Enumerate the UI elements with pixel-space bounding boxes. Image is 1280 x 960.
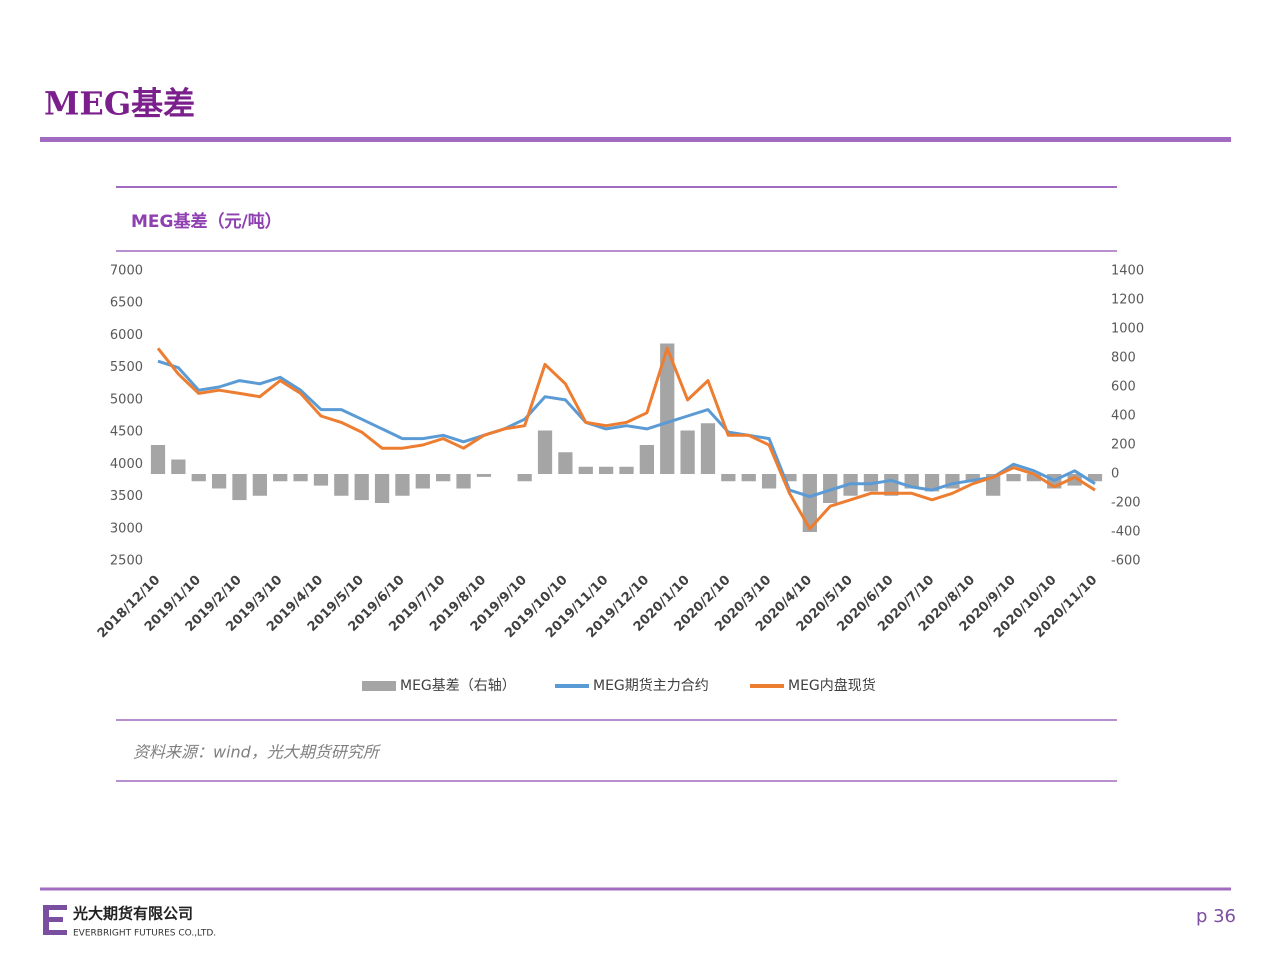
bar — [517, 474, 532, 482]
bar — [232, 474, 247, 501]
y2-tick-label: 1000 — [1111, 322, 1144, 337]
bar — [1087, 474, 1103, 482]
y-tick-label: 3000 — [110, 521, 143, 536]
y2-tick-label: 600 — [1111, 380, 1136, 395]
bar — [273, 474, 288, 482]
y2-tick-label: 400 — [1111, 409, 1136, 424]
bar — [578, 466, 593, 474]
bar — [660, 343, 675, 474]
bar — [313, 474, 329, 486]
bar — [171, 459, 186, 474]
bar — [823, 474, 838, 503]
y-tick-label: 2500 — [110, 554, 143, 569]
logo — [43, 905, 67, 935]
bar — [293, 474, 308, 482]
bar — [191, 474, 206, 482]
bar — [354, 474, 369, 501]
bar — [741, 474, 756, 482]
y2-tick-label: 200 — [1111, 438, 1136, 453]
y2-tick-label: 1200 — [1111, 293, 1144, 308]
bar — [150, 445, 166, 474]
bar — [476, 474, 492, 477]
y-tick-label: 4500 — [110, 425, 143, 440]
legend-swatch — [362, 681, 396, 691]
bar — [680, 430, 695, 474]
y2-tick-label: -600 — [1111, 554, 1141, 569]
bar — [374, 474, 390, 503]
bar — [802, 474, 817, 532]
bar — [1006, 474, 1021, 482]
y-tick-label: 6500 — [110, 296, 143, 311]
bar — [1067, 474, 1082, 486]
bar — [456, 474, 471, 489]
y-tick-label: 6000 — [110, 328, 143, 343]
y2-tick-label: -400 — [1111, 525, 1141, 540]
bar — [415, 474, 430, 489]
y-tick-label: 5000 — [110, 392, 143, 407]
y-tick-label: 5500 — [110, 360, 143, 375]
bar — [761, 474, 777, 489]
y-tick-label: 7000 — [110, 264, 143, 279]
bar — [558, 452, 573, 474]
bar — [599, 466, 614, 474]
legend-label: MEG内盘现货 — [788, 677, 876, 694]
chart-title: MEG基差（元/吨） — [131, 211, 282, 232]
bar — [721, 474, 736, 482]
page-number: p 36 — [1196, 906, 1236, 927]
bar — [1026, 474, 1042, 482]
bar — [395, 474, 410, 496]
line — [156, 346, 1096, 531]
bar — [965, 474, 980, 482]
bar — [924, 474, 940, 492]
bar — [619, 466, 634, 474]
y-tick-label: 4000 — [110, 457, 143, 472]
bar — [884, 474, 899, 496]
bar — [252, 474, 267, 496]
bar — [537, 430, 553, 474]
title-rule — [40, 137, 1231, 142]
bar — [700, 423, 716, 474]
y-tick-label: 3500 — [110, 489, 143, 504]
y2-tick-label: 0 — [1111, 467, 1119, 482]
bar — [211, 474, 227, 489]
bar — [436, 474, 451, 482]
y2-tick-label: 800 — [1111, 351, 1136, 366]
line — [157, 359, 1096, 499]
y2-tick-label: 1400 — [1111, 264, 1144, 279]
company-name-en: EVERBRIGHT FUTURES CO.,LTD. — [73, 929, 216, 939]
legend-label: MEG基差（右轴） — [400, 677, 516, 694]
legend-label: MEG期货主力合约 — [593, 677, 709, 694]
source-note: 资料来源：wind，光大期货研究所 — [133, 743, 382, 762]
bar — [782, 474, 797, 482]
y2-tick-label: -200 — [1111, 496, 1141, 511]
bar — [639, 445, 654, 474]
company-name: 光大期货有限公司 — [72, 905, 193, 923]
slide-title: MEG基差 — [44, 85, 195, 123]
bar — [334, 474, 349, 496]
